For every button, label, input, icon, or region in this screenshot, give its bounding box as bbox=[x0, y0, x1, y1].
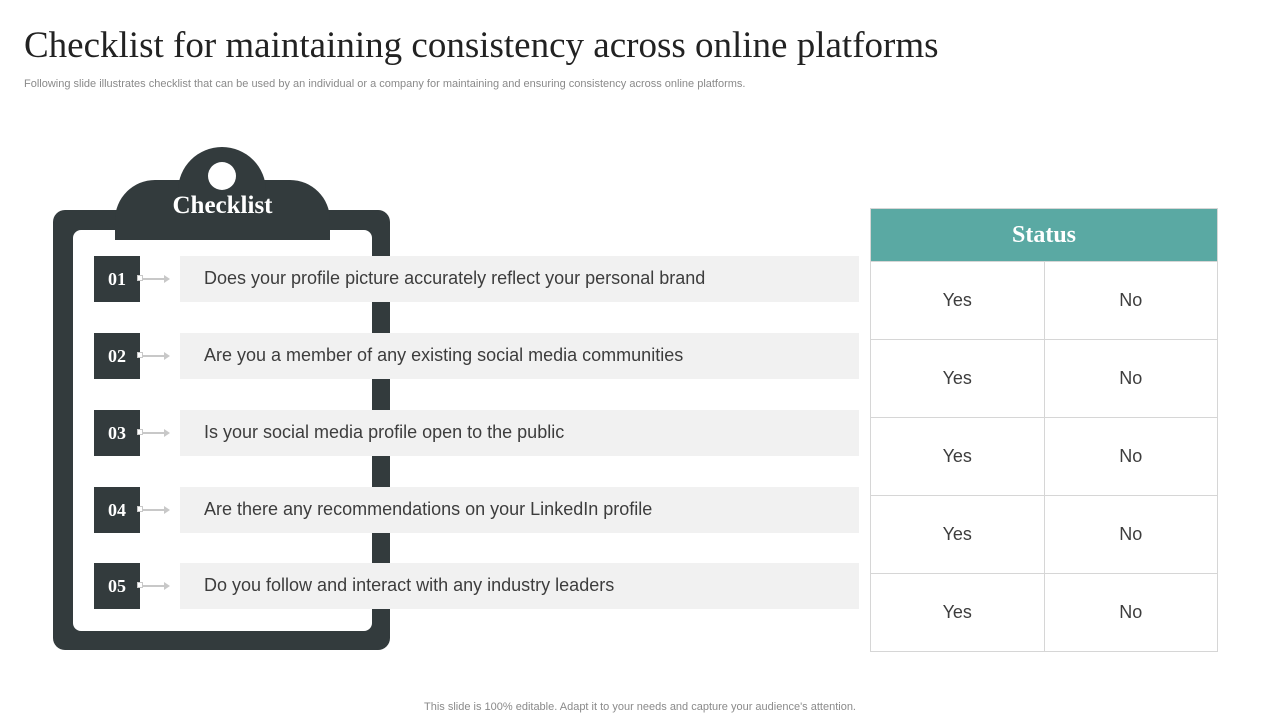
item-question: Does your profile picture accurately ref… bbox=[180, 256, 859, 302]
arrow-icon bbox=[140, 429, 170, 437]
checklist-item: 05 Do you follow and interact with any i… bbox=[94, 563, 859, 609]
item-number: 01 bbox=[94, 256, 140, 302]
status-row: Yes No bbox=[870, 573, 1218, 652]
item-number: 05 bbox=[94, 563, 140, 609]
connector-dot-icon bbox=[137, 275, 143, 281]
arrow-icon bbox=[140, 582, 170, 590]
status-yes-cell: Yes bbox=[870, 573, 1045, 652]
status-no-cell: No bbox=[1043, 417, 1218, 496]
status-yes-cell: Yes bbox=[870, 261, 1045, 340]
connector-dot-icon bbox=[137, 429, 143, 435]
status-table: Status Yes No Yes No Yes No Yes No Yes N… bbox=[870, 208, 1218, 652]
slide-footer: This slide is 100% editable. Adapt it to… bbox=[424, 701, 856, 713]
item-number: 02 bbox=[94, 333, 140, 379]
status-no-cell: No bbox=[1043, 261, 1218, 340]
checklist-item: 02 Are you a member of any existing soci… bbox=[94, 333, 859, 379]
item-question: Are you a member of any existing social … bbox=[180, 333, 859, 379]
status-yes-cell: Yes bbox=[870, 495, 1045, 574]
status-no-cell: No bbox=[1043, 573, 1218, 652]
checklist-title: Checklist bbox=[172, 192, 273, 219]
connector-dot-icon bbox=[137, 352, 143, 358]
arrow-icon bbox=[140, 275, 170, 283]
status-row: Yes No bbox=[870, 417, 1218, 496]
item-question: Is your social media profile open to the… bbox=[180, 410, 859, 456]
arrow-icon bbox=[140, 352, 170, 360]
slide-title: Checklist for maintaining consistency ac… bbox=[24, 25, 939, 66]
item-number: 03 bbox=[94, 410, 140, 456]
status-no-cell: No bbox=[1043, 495, 1218, 574]
status-no-cell: No bbox=[1043, 339, 1218, 418]
arrow-icon bbox=[140, 506, 170, 514]
connector-dot-icon bbox=[137, 506, 143, 512]
item-question: Are there any recommendations on your Li… bbox=[180, 487, 859, 533]
item-question: Do you follow and interact with any indu… bbox=[180, 563, 859, 609]
checklist-item: 04 Are there any recommendations on your… bbox=[94, 487, 859, 533]
connector-dot-icon bbox=[137, 582, 143, 588]
checklist-item: 03 Is your social media profile open to … bbox=[94, 410, 859, 456]
status-yes-cell: Yes bbox=[870, 339, 1045, 418]
status-header: Status bbox=[870, 208, 1218, 262]
status-row: Yes No bbox=[870, 495, 1218, 574]
item-number: 04 bbox=[94, 487, 140, 533]
status-row: Yes No bbox=[870, 339, 1218, 418]
status-row: Yes No bbox=[870, 261, 1218, 340]
clipboard-clip-hole bbox=[208, 162, 236, 190]
slide-subtitle: Following slide illustrates checklist th… bbox=[24, 78, 746, 90]
checklist-item: 01 Does your profile picture accurately … bbox=[94, 256, 859, 302]
status-yes-cell: Yes bbox=[870, 417, 1045, 496]
